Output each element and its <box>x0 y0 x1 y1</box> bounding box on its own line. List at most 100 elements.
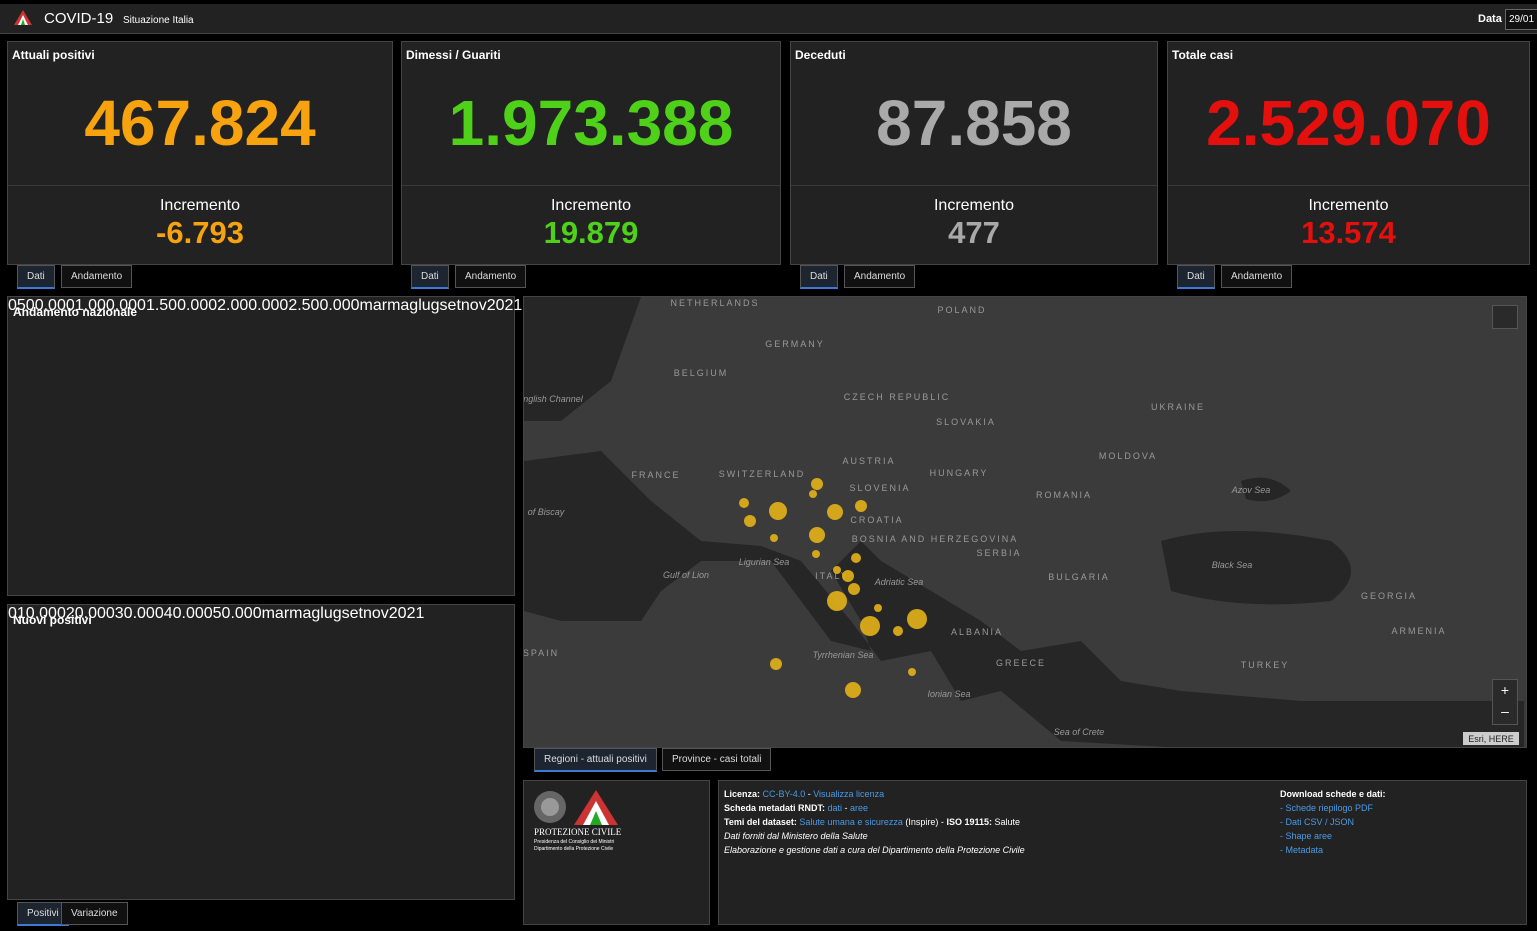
download-link[interactable]: - Metadata <box>1280 845 1324 855</box>
chart: 0500.0001.000.0001.500.0002.000.0002.500… <box>8 297 522 315</box>
card-divider <box>8 185 392 186</box>
increment-value: 13.574 <box>1301 215 1396 250</box>
info-text: ISO 19115: <box>946 817 992 827</box>
y-tick-label: 2.500.000 <box>288 297 360 314</box>
stat-card: Totale casi 2.529.070 Incremento 13.574 <box>1167 41 1530 265</box>
chart-title: Andamento nazionale <box>13 305 138 319</box>
x-tick-label: mag <box>289 605 321 622</box>
region-bubble[interactable] <box>845 682 861 698</box>
info-link[interactable]: aree <box>850 803 869 813</box>
attribution-bg <box>1463 732 1519 745</box>
info-line: Licenza: CC-BY-4.0 - Visualizza licenza <box>724 787 1521 801</box>
info-panel: Licenza: CC-BY-4.0 - Visualizza licenza S… <box>718 780 1527 925</box>
region-bubble[interactable] <box>769 502 787 520</box>
tab[interactable]: Dati <box>17 265 55 289</box>
download-link[interactable]: - Dati CSV / JSON <box>1280 817 1355 827</box>
region-bubble[interactable] <box>739 498 749 508</box>
map-label: GERMANY <box>765 339 825 349</box>
card-value: 87.858 <box>876 87 1072 159</box>
y-tick-label: 40.000 <box>163 605 213 622</box>
region-bubble[interactable] <box>874 604 882 612</box>
region-bubble[interactable] <box>770 534 778 542</box>
region-bubble[interactable] <box>770 658 782 670</box>
info-link[interactable]: Salute umana e sicurezza <box>796 817 903 827</box>
map-label: Ligurian Sea <box>739 557 790 567</box>
info-link[interactable]: Visualizza licenza <box>813 789 885 799</box>
info-text: Licenza: <box>724 789 761 799</box>
tab[interactable]: Dati <box>800 265 838 289</box>
region-bubble[interactable] <box>907 609 927 629</box>
info-text: Elaborazione e gestione dati a cura del … <box>724 845 1025 855</box>
tab[interactable]: Andamento <box>455 265 527 288</box>
info-text: Salute <box>991 817 1021 827</box>
map-label: SLOVAKIA <box>936 417 996 427</box>
info-text: Temi del dataset: <box>724 817 797 827</box>
info-link[interactable]: dati <box>825 803 843 813</box>
region-bubble[interactable] <box>893 626 903 636</box>
tab[interactable]: Dati <box>411 265 449 289</box>
tab[interactable]: Positivi <box>17 902 69 926</box>
info-text: - <box>805 789 814 799</box>
tab[interactable]: Andamento <box>844 265 916 288</box>
card-label: Dimessi / Guariti <box>406 48 501 62</box>
region-bubble[interactable] <box>833 566 841 574</box>
region-bubble[interactable] <box>827 504 843 520</box>
tab[interactable]: Andamento <box>61 265 133 288</box>
region-bubble[interactable] <box>842 570 854 582</box>
y-tick-label: 0 <box>8 297 17 314</box>
region-bubble[interactable] <box>827 591 847 611</box>
increment-value: 19.879 <box>543 215 639 250</box>
region-bubble[interactable] <box>809 527 825 543</box>
map-label: ALBANIA <box>951 627 1003 637</box>
download-link[interactable]: - Schede riepilogo PDF <box>1280 803 1374 813</box>
y-tick-label: 1.500.000 <box>145 297 218 314</box>
region-bubble[interactable] <box>851 553 861 563</box>
downloads: Download schede e dati: - Schede riepilo… <box>1280 787 1386 857</box>
region-bubble[interactable] <box>744 515 756 527</box>
download-link[interactable]: - Shape aree <box>1280 831 1333 841</box>
app-title: COVID-19 <box>44 10 114 27</box>
info-link[interactable]: CC-BY-4.0 <box>760 789 806 799</box>
x-tick-label: mag <box>387 297 419 314</box>
y-tick-label: 20.000 <box>65 605 115 622</box>
region-bubble[interactable] <box>809 490 817 498</box>
tab[interactable]: Variazione <box>61 902 128 925</box>
increment-value: -6.793 <box>156 215 244 250</box>
tab[interactable]: Regioni - attuali positivi <box>534 748 657 772</box>
region-bubble[interactable] <box>811 478 823 490</box>
info-text: - <box>842 803 851 813</box>
x-tick-label: 2021 <box>388 605 425 622</box>
map-label: GREECE <box>996 658 1046 668</box>
info-text: (Inspire) - <box>902 817 947 827</box>
stat-card: Attuali positivi 467.824 Incremento -6.793 <box>7 41 393 265</box>
date-value[interactable]: 29/01 <box>1505 9 1537 30</box>
x-tick-label: lug <box>320 605 342 622</box>
x-tick-label: 2021 <box>486 297 523 314</box>
logo-emblems <box>534 790 618 825</box>
map-label: Sea of Crete <box>1054 727 1105 737</box>
region-bubble[interactable] <box>855 500 867 512</box>
region-bubble[interactable] <box>908 668 916 676</box>
region-bubble[interactable] <box>860 616 880 636</box>
map-label: POLAND <box>937 305 986 315</box>
tab[interactable]: Andamento <box>1221 265 1293 288</box>
map-label: ROMANIA <box>1036 490 1092 500</box>
zoom-controls[interactable]: + – <box>1492 679 1518 725</box>
map-label: BOSNIA AND HERZEGOVINA <box>852 534 1019 544</box>
card-divider <box>791 185 1157 186</box>
region-bubble[interactable] <box>848 583 860 595</box>
info-line: Dati forniti dal Ministero della Salute <box>724 829 1521 843</box>
y-tick-label: 2.000.000 <box>217 297 289 314</box>
legend-button[interactable] <box>1492 305 1518 329</box>
map-label: of Biscay <box>528 507 565 517</box>
map-label: CROATIA <box>850 515 903 525</box>
y-tick-label: 500.000 <box>16 297 75 314</box>
tab[interactable]: Province - casi totali <box>662 748 772 771</box>
map[interactable]: NETHERLANDS POLAND GERMANY BELGIUM CZECH REP… <box>523 296 1527 748</box>
tab[interactable]: Dati <box>1177 265 1215 289</box>
map-label: Azov Sea <box>1231 485 1271 495</box>
increment-label: Incremento <box>933 197 1015 214</box>
increment-label: Incremento <box>1308 197 1389 214</box>
region-bubble[interactable] <box>812 550 820 558</box>
increment-label: Incremento <box>550 197 632 214</box>
